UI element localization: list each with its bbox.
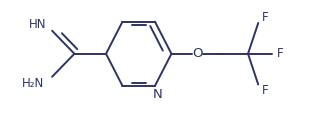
Text: N: N	[153, 88, 162, 101]
Text: HN: HN	[29, 18, 46, 31]
Text: F: F	[277, 47, 284, 60]
Text: F: F	[262, 84, 268, 97]
Text: O: O	[192, 47, 202, 60]
Text: H₂N: H₂N	[22, 77, 44, 90]
Text: F: F	[262, 11, 268, 24]
